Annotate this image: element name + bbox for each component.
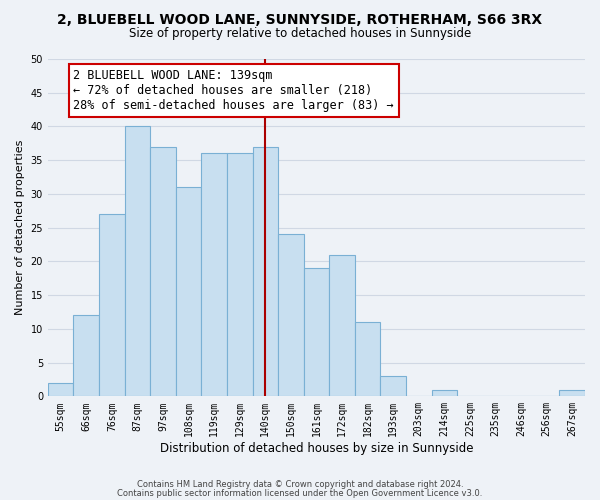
Bar xyxy=(227,154,253,396)
Y-axis label: Number of detached properties: Number of detached properties xyxy=(15,140,25,316)
Text: 2, BLUEBELL WOOD LANE, SUNNYSIDE, ROTHERHAM, S66 3RX: 2, BLUEBELL WOOD LANE, SUNNYSIDE, ROTHER… xyxy=(58,12,542,26)
Text: Contains public sector information licensed under the Open Government Licence v3: Contains public sector information licen… xyxy=(118,488,482,498)
Text: Size of property relative to detached houses in Sunnyside: Size of property relative to detached ho… xyxy=(129,28,471,40)
Text: Contains HM Land Registry data © Crown copyright and database right 2024.: Contains HM Land Registry data © Crown c… xyxy=(137,480,463,489)
Bar xyxy=(329,254,355,396)
Bar xyxy=(431,390,457,396)
Bar xyxy=(176,187,202,396)
Bar xyxy=(150,146,176,396)
Text: 2 BLUEBELL WOOD LANE: 139sqm
← 72% of detached houses are smaller (218)
28% of s: 2 BLUEBELL WOOD LANE: 139sqm ← 72% of de… xyxy=(73,69,394,112)
Bar xyxy=(253,146,278,396)
X-axis label: Distribution of detached houses by size in Sunnyside: Distribution of detached houses by size … xyxy=(160,442,473,455)
Bar xyxy=(278,234,304,396)
Bar xyxy=(304,268,329,396)
Bar xyxy=(48,383,73,396)
Bar xyxy=(202,154,227,396)
Bar xyxy=(559,390,585,396)
Bar xyxy=(380,376,406,396)
Bar xyxy=(99,214,125,396)
Bar xyxy=(355,322,380,396)
Bar xyxy=(125,126,150,396)
Bar xyxy=(73,316,99,396)
